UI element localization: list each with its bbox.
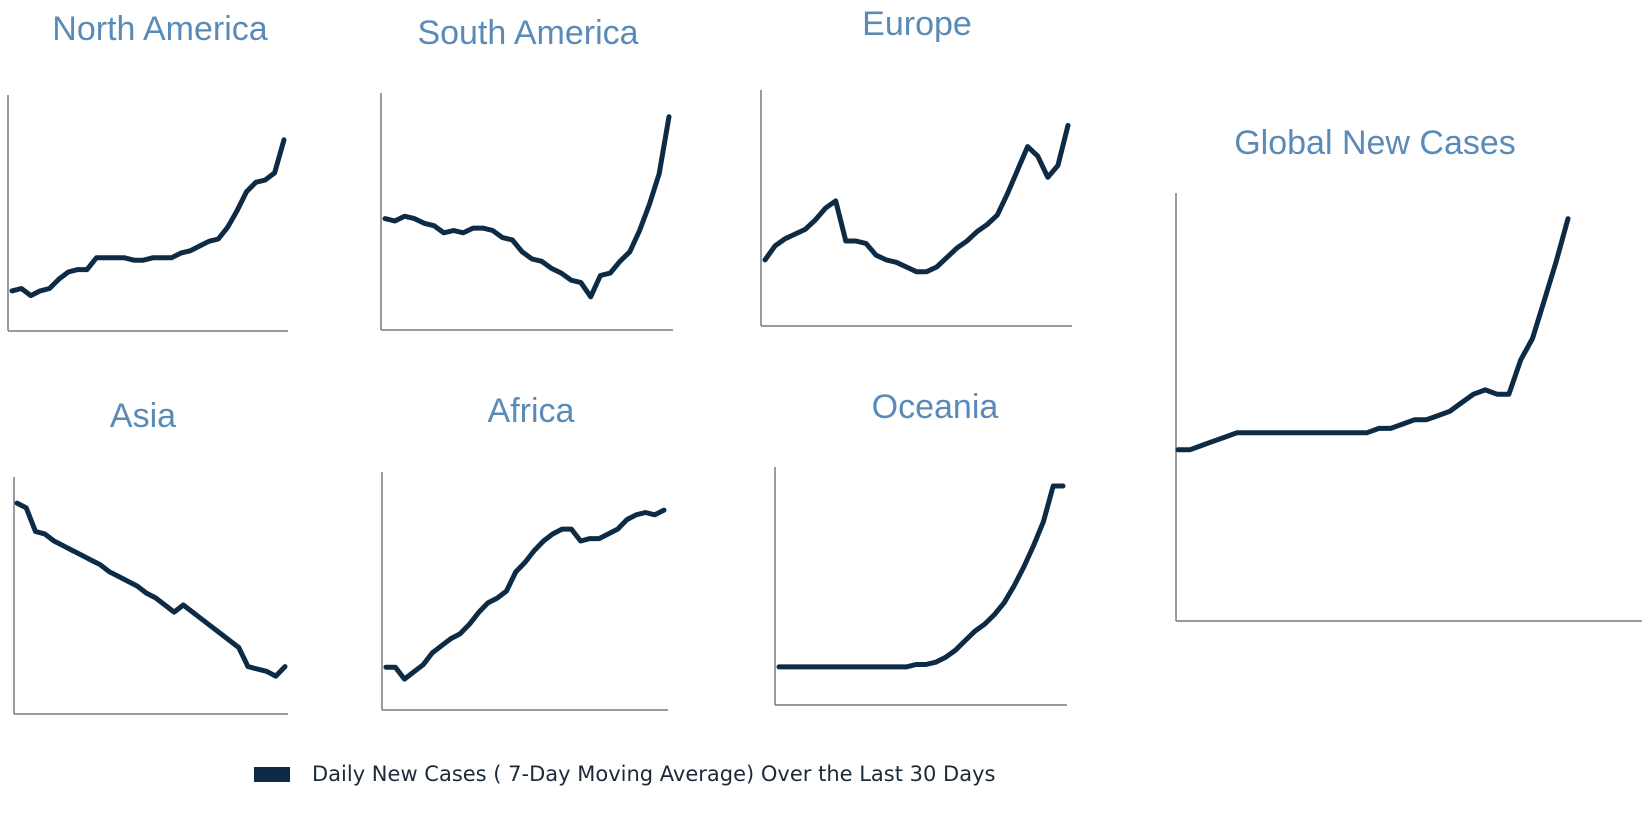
chart-title: Oceania — [872, 388, 999, 426]
chart-title: Europe — [862, 5, 972, 43]
chart-title: Africa — [488, 392, 575, 430]
trend-line — [14, 500, 288, 679]
chart-title: Asia — [110, 397, 176, 435]
legend-swatch — [254, 767, 290, 782]
trend-line — [383, 507, 667, 682]
trend-line — [1175, 216, 1571, 453]
chart-title: North America — [52, 10, 267, 48]
chart-title: Global New Cases — [1234, 124, 1516, 162]
trend-line — [382, 114, 672, 300]
trend-line — [9, 137, 287, 299]
legend-label: Daily New Cases ( 7-Day Moving Average) … — [312, 762, 995, 786]
chart-title: South America — [417, 14, 638, 52]
trend-line — [762, 122, 1071, 275]
trend-line — [776, 483, 1066, 670]
